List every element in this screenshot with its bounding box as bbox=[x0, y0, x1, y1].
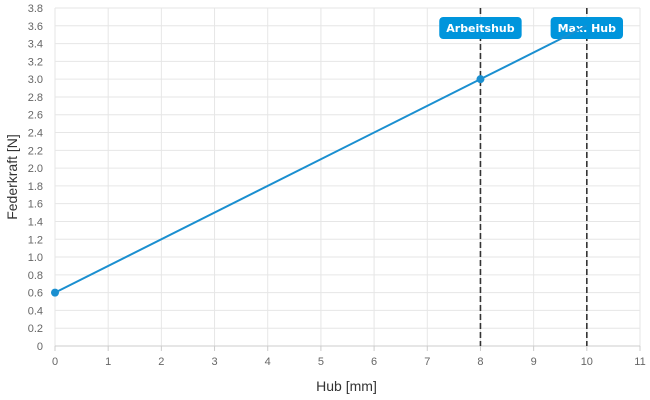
vertical-marker-label: Max. Hub bbox=[550, 17, 624, 39]
x-tick-label: 10 bbox=[581, 356, 593, 368]
y-tick-label: 1.2 bbox=[28, 234, 43, 246]
y-tick-label: 3.6 bbox=[28, 21, 43, 33]
y-tick-label: 0.6 bbox=[28, 288, 43, 300]
marker-label-text: Arbeitshub bbox=[446, 22, 515, 35]
y-tick-label: 2.6 bbox=[28, 110, 43, 122]
y-tick-label: 1.4 bbox=[28, 216, 43, 228]
x-tick-label: 4 bbox=[265, 356, 271, 368]
y-tick-labels: 0 0.2 0.4 0.6 0.8 1.0 1.2 1.4 1.6 1.8 2.0 2.2 2.4 2.6… bbox=[28, 3, 43, 353]
y-tick-label: 2.0 bbox=[28, 163, 43, 175]
y-tick-label: 3.0 bbox=[28, 74, 43, 86]
vertical-markers: Arbeitshub Max. Hub bbox=[439, 8, 624, 346]
vertical-marker-label: Arbeitshub bbox=[439, 17, 522, 39]
y-tick-label: 3.2 bbox=[28, 56, 43, 68]
y-tick-label: 0.8 bbox=[28, 270, 43, 282]
y-tick-label: 1.0 bbox=[28, 252, 43, 264]
x-tick-label: 5 bbox=[318, 356, 324, 368]
marker-label-box bbox=[439, 17, 522, 39]
series bbox=[51, 24, 588, 297]
grid bbox=[54, 7, 641, 347]
x-tick-label: 2 bbox=[158, 356, 164, 368]
y-tick-label: 1.6 bbox=[28, 199, 43, 211]
x-tick-labels: 0 1 2 3 4 5 6 7 8 9 10 11 bbox=[52, 356, 646, 368]
x-tick-label: 3 bbox=[211, 356, 217, 368]
marker-label-text: Max. Hub bbox=[558, 22, 617, 35]
y-tick-label: 0.2 bbox=[28, 323, 43, 335]
axes bbox=[54, 345, 641, 351]
data-point bbox=[51, 288, 59, 297]
y-axis-title: Federkraft [N] bbox=[4, 134, 20, 220]
y-tick-label: 1.8 bbox=[28, 181, 43, 193]
marker-label-box bbox=[550, 17, 624, 39]
y-tick-label: 2.4 bbox=[28, 128, 43, 140]
x-tick-label: 1 bbox=[105, 356, 111, 368]
y-tick-label: 0 bbox=[37, 341, 43, 353]
y-tick-label: 3.4 bbox=[28, 39, 43, 51]
y-tick-label: 2.8 bbox=[28, 92, 43, 104]
x-tick-label: 8 bbox=[477, 356, 483, 368]
x-tick-label: 9 bbox=[531, 356, 537, 368]
y-tick-label: 0.4 bbox=[28, 305, 43, 317]
x-tick-label: 7 bbox=[424, 356, 430, 368]
y-tick-label: 2.2 bbox=[28, 145, 43, 157]
x-tick-label: 0 bbox=[52, 356, 58, 368]
x-tick-label: 6 bbox=[371, 356, 377, 368]
x-tick-label: 11 bbox=[634, 356, 645, 368]
x-axis-title: Hub [mm] bbox=[316, 378, 377, 394]
data-point bbox=[476, 75, 485, 84]
y-tick-label: 3.8 bbox=[28, 3, 43, 15]
